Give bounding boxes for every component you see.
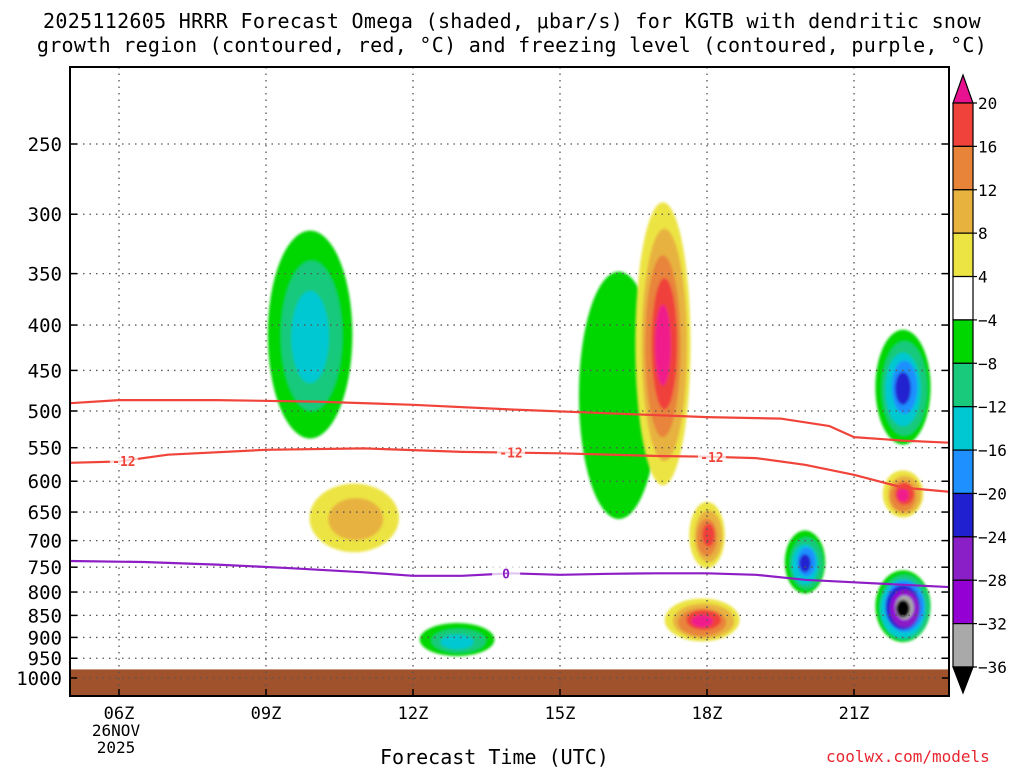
colorbar-label: −8 — [978, 354, 997, 373]
omega-cell-6 — [419, 623, 495, 657]
source-credit[interactable]: coolwx.com/models — [826, 747, 990, 766]
x-tick-label: 18Z — [692, 704, 723, 724]
omega-cell-10 — [875, 570, 931, 643]
colorbar-label: −12 — [978, 398, 1007, 417]
colorbar-extend-top — [952, 73, 974, 104]
colorbar-label: −4 — [978, 311, 997, 330]
colorbar-bin — [952, 362, 974, 408]
colorbar-label: 16 — [978, 137, 997, 156]
colorbar-bin — [952, 275, 974, 321]
colorbar-label: −32 — [978, 615, 1007, 634]
colorbar-bin — [952, 102, 974, 147]
omega-contour-ring — [897, 488, 909, 502]
plot-background — [70, 67, 949, 696]
omega-cell-9 — [882, 470, 924, 518]
x-axis-title: Forecast Time (UTC) — [380, 745, 609, 769]
y-tick-label: 250 — [28, 134, 62, 156]
y-tick-label: 850 — [28, 605, 62, 627]
colorbar-label: −28 — [978, 571, 1007, 590]
y-tick-label: 450 — [28, 360, 62, 382]
omega-cell-3 — [664, 598, 740, 642]
omega-contour-ring — [440, 634, 474, 650]
omega-cell-5 — [309, 483, 399, 553]
y-tick-label: 350 — [28, 264, 62, 286]
colorbar-label: 4 — [978, 268, 988, 287]
y-tick-label: 750 — [28, 557, 62, 579]
y-tick-label: 650 — [28, 502, 62, 524]
contour-label-bg — [109, 453, 138, 468]
colorbar-label: 8 — [978, 224, 988, 243]
colorbar-bin — [952, 449, 974, 495]
colorbar-label: 20 — [978, 94, 997, 113]
contour-line-0 — [70, 447, 949, 493]
contour-label: -12 — [700, 451, 723, 466]
y-tick-label: 300 — [28, 204, 62, 226]
plot-frame — [69, 66, 950, 697]
colorbar-bin — [952, 232, 974, 278]
y-tick-label: 950 — [28, 648, 62, 670]
contour-line-2 — [70, 559, 949, 589]
y-tick-label: 550 — [28, 438, 62, 460]
omega-cell-2 — [635, 202, 691, 486]
colorbar-bin — [952, 623, 974, 668]
colorbar-label: −20 — [978, 484, 1007, 503]
ground-below-surface — [70, 669, 949, 696]
y-tick-label: 1000 — [16, 668, 62, 690]
colorbar-label: 12 — [978, 181, 997, 200]
x-tick-sublabel: 2025 — [97, 738, 136, 757]
colorbar-bin — [952, 319, 974, 364]
colorbar-bin — [952, 406, 974, 451]
contour-label: -12 — [112, 455, 135, 470]
colorbar-bin — [952, 536, 974, 581]
omega-contour-ring — [655, 304, 671, 386]
contour-line-1 — [70, 399, 949, 444]
x-tick-label: 06Z — [104, 704, 135, 724]
colorbar-label: −36 — [978, 658, 1007, 677]
y-tick-label: 700 — [28, 531, 62, 553]
colorbar-extend-bottom — [952, 666, 974, 695]
colorbar-label: −24 — [978, 528, 1007, 547]
y-tick-label: 400 — [28, 315, 62, 337]
y-tick-label: 800 — [28, 582, 62, 604]
omega-contour-ring — [691, 614, 713, 628]
omega-contour-ring — [328, 498, 384, 541]
omega-cell-0 — [267, 230, 353, 439]
contour-label-bg — [697, 449, 726, 464]
chart-title-line1: 2025112605 HRRR Forecast Omega (shaded, … — [43, 9, 981, 33]
omega-cell-8 — [875, 329, 931, 445]
omega-contour-ring — [291, 290, 329, 384]
contour-label: 0 — [502, 568, 510, 583]
y-tick-label: 900 — [28, 627, 62, 649]
omega-contour-ring — [895, 371, 911, 405]
chart-title-line2: growth region (contoured, red, °C) and f… — [36, 33, 988, 57]
contour-label-bg — [492, 566, 521, 581]
x-tick-label: 15Z — [545, 704, 576, 724]
y-tick-label: 500 — [28, 401, 62, 423]
colorbar-bin — [952, 579, 974, 625]
colorbar-label: −16 — [978, 441, 1007, 460]
contour-label-bg — [497, 445, 525, 460]
x-tick-sublabel: 26NOV — [92, 721, 141, 740]
omega-contour-ring — [799, 554, 811, 573]
omega-contour-ring — [900, 600, 909, 612]
colorbar-bin — [952, 492, 974, 538]
colorbar-bin — [952, 189, 974, 234]
y-tick-label: 600 — [28, 471, 62, 493]
colorbar-bin — [952, 145, 974, 191]
x-tick-label: 21Z — [839, 704, 870, 724]
x-tick-label: 09Z — [251, 704, 282, 724]
contour-label: -12 — [499, 447, 522, 462]
omega-contour-ring — [702, 523, 715, 547]
x-tick-label: 12Z — [398, 704, 429, 724]
